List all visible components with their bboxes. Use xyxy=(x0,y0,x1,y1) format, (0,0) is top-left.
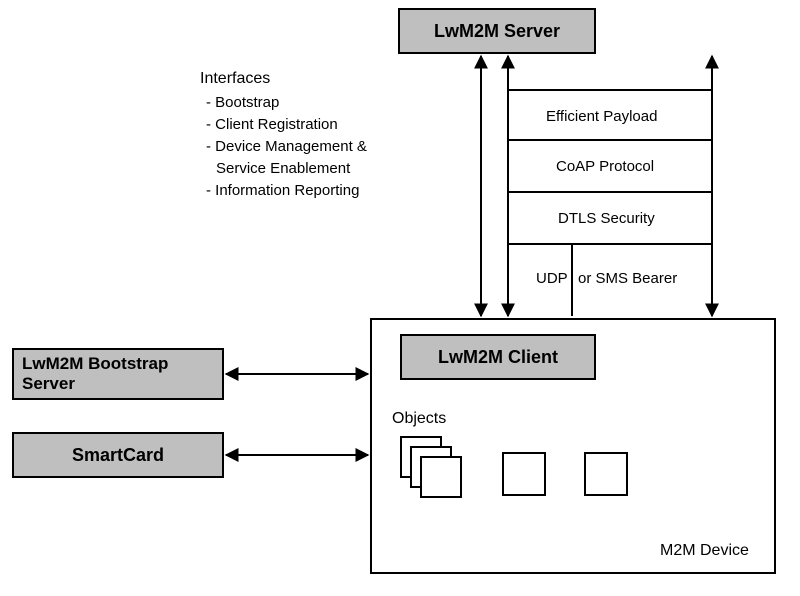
stack-label: or SMS Bearer xyxy=(578,270,677,287)
server-label: LwM2M Server xyxy=(434,21,560,42)
smartcard-node: SmartCard xyxy=(12,432,224,478)
object-card xyxy=(584,452,628,496)
stack-label: DTLS Security xyxy=(558,210,655,227)
m2m-device-label: M2M Device xyxy=(660,542,749,560)
interface-item: - Client Registration xyxy=(206,116,338,133)
stack-label: Efficient Payload xyxy=(546,108,657,125)
client-label: LwM2M Client xyxy=(438,347,558,368)
smartcard-label: SmartCard xyxy=(72,445,164,466)
interface-item: Service Enablement xyxy=(216,160,350,177)
stack-label: UDP xyxy=(536,270,568,287)
stack-label: CoAP Protocol xyxy=(556,158,654,175)
interfaces-heading: Interfaces xyxy=(200,70,270,88)
object-card xyxy=(420,456,462,498)
interface-item: - Device Management & xyxy=(206,138,367,155)
client-node: LwM2M Client xyxy=(400,334,596,380)
interface-item: - Bootstrap xyxy=(206,94,279,111)
bootstrap-label: LwM2M Bootstrap Server xyxy=(22,354,168,393)
objects-heading: Objects xyxy=(392,410,446,428)
bootstrap-node: LwM2M Bootstrap Server xyxy=(12,348,224,400)
interface-item: - Information Reporting xyxy=(206,182,359,199)
object-card xyxy=(502,452,546,496)
server-node: LwM2M Server xyxy=(398,8,596,54)
